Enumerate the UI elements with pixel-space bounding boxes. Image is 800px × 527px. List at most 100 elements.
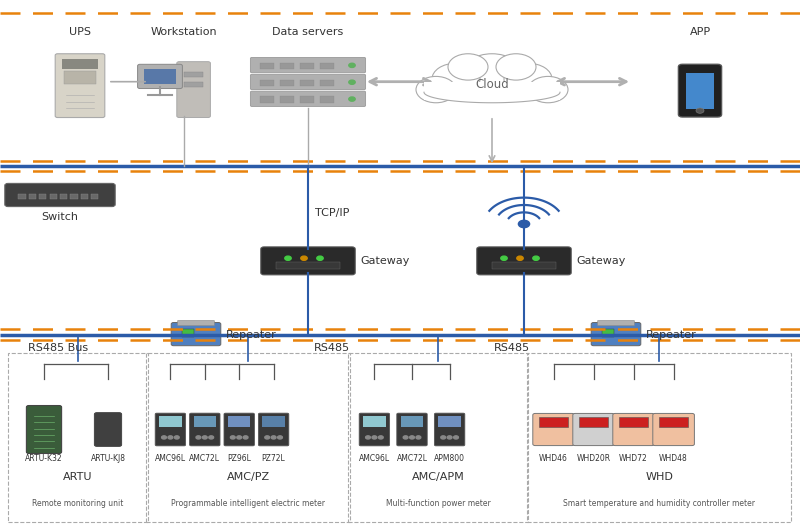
Text: Workstation: Workstation: [150, 27, 218, 36]
FancyBboxPatch shape: [280, 63, 294, 69]
FancyBboxPatch shape: [300, 80, 314, 86]
Circle shape: [372, 436, 377, 439]
Circle shape: [496, 54, 536, 80]
FancyBboxPatch shape: [39, 194, 46, 199]
FancyBboxPatch shape: [224, 413, 254, 446]
FancyBboxPatch shape: [177, 62, 210, 118]
Text: RS485: RS485: [494, 343, 530, 353]
FancyBboxPatch shape: [262, 416, 285, 427]
Circle shape: [237, 436, 242, 439]
Circle shape: [416, 436, 421, 439]
FancyBboxPatch shape: [94, 413, 122, 446]
FancyBboxPatch shape: [64, 71, 96, 84]
FancyBboxPatch shape: [359, 413, 390, 446]
Circle shape: [518, 220, 530, 228]
FancyBboxPatch shape: [363, 416, 386, 427]
Circle shape: [462, 54, 522, 94]
Circle shape: [533, 256, 539, 260]
Circle shape: [349, 80, 355, 84]
FancyBboxPatch shape: [194, 416, 216, 427]
FancyBboxPatch shape: [401, 416, 423, 427]
Text: RS485 Bus: RS485 Bus: [28, 343, 88, 353]
Text: Cloud: Cloud: [475, 78, 509, 91]
FancyBboxPatch shape: [190, 413, 220, 446]
Circle shape: [403, 436, 408, 439]
FancyBboxPatch shape: [60, 194, 67, 199]
Text: AMC72L: AMC72L: [190, 454, 220, 463]
FancyBboxPatch shape: [320, 63, 334, 69]
FancyBboxPatch shape: [250, 91, 366, 106]
Text: WHD48: WHD48: [659, 454, 688, 463]
FancyBboxPatch shape: [280, 96, 294, 103]
FancyBboxPatch shape: [678, 64, 722, 117]
FancyBboxPatch shape: [91, 194, 98, 199]
FancyBboxPatch shape: [26, 406, 62, 453]
Circle shape: [265, 436, 270, 439]
FancyBboxPatch shape: [182, 329, 194, 337]
Circle shape: [454, 436, 458, 439]
Text: Gateway: Gateway: [576, 256, 626, 266]
Text: WHD72: WHD72: [619, 454, 648, 463]
FancyBboxPatch shape: [276, 262, 340, 269]
Circle shape: [696, 108, 704, 113]
FancyBboxPatch shape: [477, 247, 571, 275]
Text: RS485: RS485: [314, 343, 350, 353]
FancyBboxPatch shape: [300, 63, 314, 69]
FancyBboxPatch shape: [70, 194, 78, 199]
Text: WHD: WHD: [646, 472, 673, 482]
FancyBboxPatch shape: [260, 63, 274, 69]
Circle shape: [501, 256, 507, 260]
Text: Remote monitoring unit: Remote monitoring unit: [32, 499, 124, 508]
FancyBboxPatch shape: [300, 96, 314, 103]
Circle shape: [528, 76, 568, 103]
Circle shape: [517, 256, 523, 260]
Circle shape: [410, 436, 414, 439]
Circle shape: [504, 63, 552, 95]
Circle shape: [202, 436, 207, 439]
FancyBboxPatch shape: [613, 413, 654, 446]
Circle shape: [162, 436, 166, 439]
FancyBboxPatch shape: [686, 73, 714, 109]
FancyBboxPatch shape: [619, 417, 648, 427]
FancyBboxPatch shape: [579, 417, 608, 427]
Circle shape: [168, 436, 173, 439]
FancyBboxPatch shape: [184, 72, 203, 77]
FancyBboxPatch shape: [598, 320, 634, 326]
Circle shape: [285, 256, 291, 260]
FancyBboxPatch shape: [261, 247, 355, 275]
FancyBboxPatch shape: [144, 69, 176, 84]
FancyBboxPatch shape: [320, 96, 334, 103]
FancyBboxPatch shape: [138, 64, 182, 89]
Text: Gateway: Gateway: [360, 256, 410, 266]
FancyBboxPatch shape: [29, 194, 36, 199]
FancyBboxPatch shape: [591, 323, 641, 346]
Text: AMC96L: AMC96L: [359, 454, 390, 463]
FancyBboxPatch shape: [539, 417, 568, 427]
FancyBboxPatch shape: [62, 59, 98, 69]
Text: PZ72L: PZ72L: [262, 454, 286, 463]
Circle shape: [243, 436, 248, 439]
Text: APM800: APM800: [434, 454, 465, 463]
Circle shape: [209, 436, 214, 439]
FancyBboxPatch shape: [155, 413, 186, 446]
Circle shape: [271, 436, 276, 439]
FancyBboxPatch shape: [397, 413, 427, 446]
Circle shape: [317, 256, 323, 260]
FancyBboxPatch shape: [250, 74, 366, 90]
FancyBboxPatch shape: [228, 416, 250, 427]
Circle shape: [378, 436, 383, 439]
Circle shape: [349, 97, 355, 101]
Text: Switch: Switch: [42, 212, 78, 222]
Text: AMC/PZ: AMC/PZ: [227, 472, 270, 482]
FancyBboxPatch shape: [178, 320, 214, 326]
FancyBboxPatch shape: [171, 323, 221, 346]
Text: Repeater: Repeater: [646, 330, 696, 339]
Circle shape: [230, 436, 235, 439]
Circle shape: [416, 76, 456, 103]
Circle shape: [448, 54, 488, 80]
Text: WHD46: WHD46: [539, 454, 568, 463]
FancyBboxPatch shape: [573, 413, 614, 446]
FancyBboxPatch shape: [250, 57, 366, 73]
Circle shape: [447, 436, 452, 439]
Text: Programmable intelligent electric meter: Programmable intelligent electric meter: [171, 499, 326, 508]
